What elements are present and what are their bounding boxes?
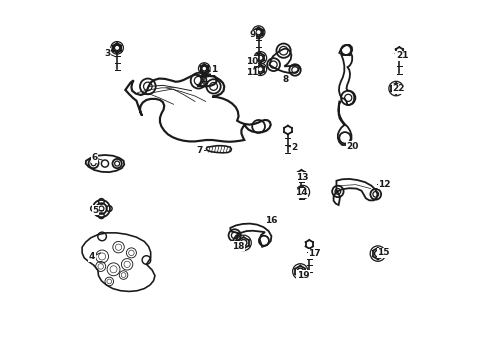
Text: 6: 6 <box>91 153 98 162</box>
Text: 13: 13 <box>296 173 308 182</box>
Text: 7: 7 <box>197 146 203 155</box>
Text: 20: 20 <box>347 142 359 151</box>
Text: 15: 15 <box>377 248 390 257</box>
Text: 8: 8 <box>283 75 289 84</box>
Text: 1: 1 <box>212 66 218 75</box>
Text: 11: 11 <box>245 68 258 77</box>
Text: 2: 2 <box>291 143 297 152</box>
Text: 14: 14 <box>295 188 307 197</box>
Text: 19: 19 <box>296 270 309 279</box>
Text: 3: 3 <box>104 49 111 58</box>
Text: 22: 22 <box>392 84 405 93</box>
Text: 4: 4 <box>89 252 95 261</box>
Text: 17: 17 <box>308 249 320 258</box>
Text: 12: 12 <box>378 180 391 189</box>
Text: 18: 18 <box>232 242 244 251</box>
Text: 5: 5 <box>93 206 99 215</box>
Text: 16: 16 <box>265 216 277 225</box>
Text: 21: 21 <box>396 51 409 60</box>
Text: 9: 9 <box>249 30 256 39</box>
Text: 10: 10 <box>245 57 258 66</box>
